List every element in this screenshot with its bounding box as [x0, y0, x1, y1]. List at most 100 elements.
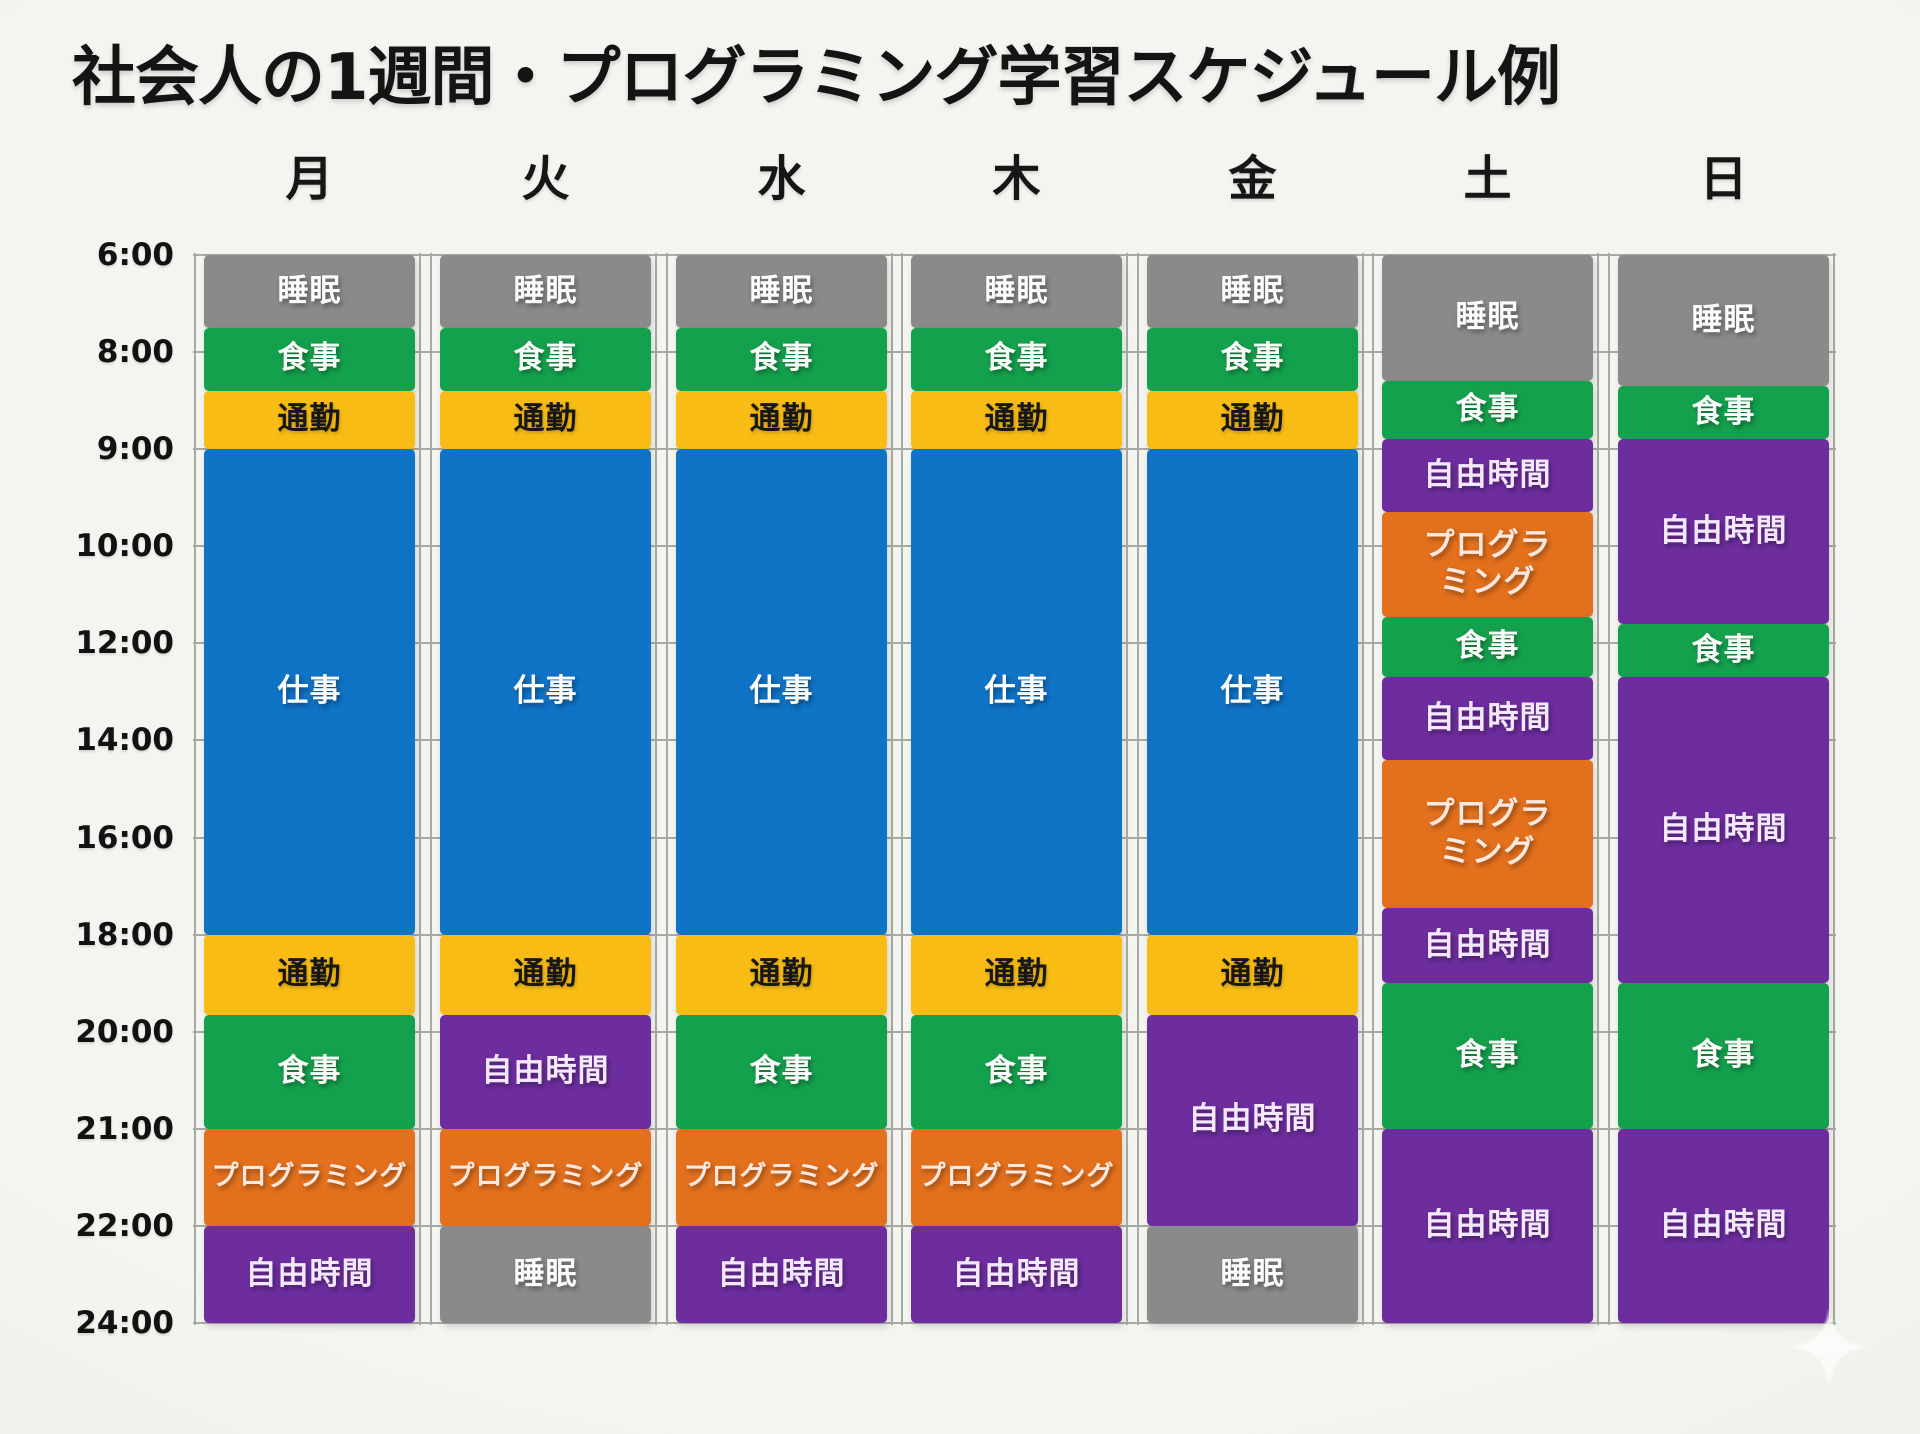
block-sun-meal: 食事 — [1618, 623, 1829, 678]
block-label: 食事 — [1220, 340, 1285, 377]
gridline-v-left-4 — [1137, 253, 1139, 1325]
block-label: 食事 — [1691, 1037, 1756, 1074]
block-label: 通勤 — [749, 955, 814, 992]
block-label: 睡眠 — [277, 272, 342, 309]
block-thu-work: 仕事 — [911, 449, 1122, 935]
block-label: 睡眠 — [1220, 272, 1285, 309]
block-label: 自由時間 — [1423, 926, 1552, 963]
block-sat-sleep: 睡眠 — [1382, 255, 1593, 382]
block-mon-free: 自由時間 — [204, 1225, 415, 1323]
block-label: 食事 — [277, 340, 342, 377]
block-mon-programming: プログラミング — [204, 1128, 415, 1226]
block-tue-work: 仕事 — [440, 449, 651, 935]
time-tick-18:00: 18:00 — [75, 916, 174, 953]
block-label: プログラミング — [1423, 526, 1552, 601]
gridline-v-left-6 — [1608, 253, 1610, 1325]
time-tick-22:00: 22:00 — [75, 1207, 174, 1244]
block-label: 自由時間 — [1659, 811, 1788, 848]
block-label: プログラミング — [211, 1160, 408, 1192]
gridline-v-right-3 — [1126, 253, 1128, 1325]
block-sat-meal: 食事 — [1382, 983, 1593, 1129]
block-fri-sleep: 睡眠 — [1147, 255, 1358, 328]
block-label: 食事 — [1691, 393, 1756, 430]
block-label: 自由時間 — [1659, 512, 1788, 549]
block-label: 自由時間 — [1423, 699, 1552, 736]
gridline-v-right-6 — [1833, 253, 1835, 1325]
day-header-tue: 火 — [521, 151, 570, 207]
block-label: 睡眠 — [513, 272, 578, 309]
block-label: 睡眠 — [1455, 299, 1520, 336]
block-label: プログラミング — [1423, 796, 1552, 870]
block-tue-commute: 通勤 — [440, 934, 651, 1015]
time-tick-21:00: 21:00 — [75, 1110, 174, 1147]
block-tue-free: 自由時間 — [440, 1014, 651, 1129]
block-mon-commute: 通勤 — [204, 390, 415, 450]
block-tue-meal: 食事 — [440, 327, 651, 391]
block-label: 通勤 — [984, 955, 1049, 992]
block-label: 通勤 — [513, 401, 578, 438]
day-header-sun: 日 — [1699, 151, 1748, 207]
time-tick-6:00: 6:00 — [96, 237, 174, 273]
block-fri-sleep: 睡眠 — [1147, 1225, 1358, 1323]
time-tick-20:00: 20:00 — [75, 1013, 174, 1050]
block-wed-meal: 食事 — [676, 327, 887, 391]
block-label: 自由時間 — [1423, 1206, 1552, 1243]
block-fri-commute: 通勤 — [1147, 934, 1358, 1015]
gridline-v-left-0 — [194, 253, 196, 1325]
gridline-v-left-5 — [1372, 253, 1374, 1325]
time-tick-14:00: 14:00 — [75, 722, 174, 759]
block-wed-free: 自由時間 — [676, 1225, 887, 1323]
block-label: 睡眠 — [1220, 1255, 1285, 1292]
block-label: 睡眠 — [1691, 301, 1756, 338]
page-title: 社会人の1週間・プログラミング学習スケジュール例 — [72, 41, 1561, 115]
block-label: 通勤 — [277, 401, 342, 438]
block-label: 通勤 — [513, 955, 578, 992]
block-wed-work: 仕事 — [676, 449, 887, 935]
block-label: 食事 — [513, 340, 578, 377]
block-thu-meal: 食事 — [911, 327, 1122, 391]
gridline-v-left-1 — [430, 253, 432, 1325]
block-sat-meal: 食事 — [1382, 616, 1593, 678]
time-tick-8:00: 8:00 — [96, 334, 174, 371]
block-label: 通勤 — [984, 401, 1049, 438]
block-label: 自由時間 — [245, 1255, 374, 1292]
block-thu-programming: プログラミング — [911, 1128, 1122, 1226]
block-sat-programming: プログラ ミング — [1382, 759, 1593, 908]
block-label: 食事 — [984, 1052, 1049, 1089]
block-sat-free: 自由時間 — [1382, 439, 1593, 513]
block-wed-commute: 通勤 — [676, 934, 887, 1015]
block-label: 食事 — [984, 340, 1049, 377]
block-label: 食事 — [1691, 631, 1756, 668]
day-header-mon: 月 — [285, 151, 334, 207]
sparkle-icon — [1789, 1307, 1869, 1387]
block-label: プログラミング — [683, 1160, 880, 1192]
block-mon-meal: 食事 — [204, 327, 415, 391]
block-label: プログラミング — [447, 1160, 644, 1192]
gridline-v-right-4 — [1362, 253, 1364, 1325]
block-mon-meal: 食事 — [204, 1014, 415, 1129]
block-label: 通勤 — [277, 955, 342, 992]
block-mon-work: 仕事 — [204, 449, 415, 935]
block-label: 仕事 — [513, 672, 578, 709]
block-thu-commute: 通勤 — [911, 390, 1122, 450]
block-label: 睡眠 — [513, 1255, 578, 1292]
gridline-v-right-1 — [655, 253, 657, 1325]
block-label: 仕事 — [984, 672, 1049, 709]
block-sun-sleep: 睡眠 — [1618, 255, 1829, 387]
block-label: 自由時間 — [1188, 1101, 1317, 1138]
block-label: 自由時間 — [1423, 456, 1552, 493]
block-sun-free: 自由時間 — [1618, 1128, 1829, 1323]
block-wed-commute: 通勤 — [676, 390, 887, 450]
block-label: 食事 — [749, 340, 814, 377]
block-sun-meal: 食事 — [1618, 983, 1829, 1129]
block-thu-sleep: 睡眠 — [911, 255, 1122, 328]
block-tue-commute: 通勤 — [440, 390, 651, 450]
gridline-v-left-2 — [666, 253, 668, 1325]
block-label: 自由時間 — [717, 1255, 846, 1292]
block-label: 食事 — [277, 1052, 342, 1089]
block-label: 睡眠 — [749, 272, 814, 309]
block-tue-programming: プログラミング — [440, 1128, 651, 1226]
block-thu-commute: 通勤 — [911, 934, 1122, 1015]
gridline-v-right-0 — [419, 253, 421, 1325]
